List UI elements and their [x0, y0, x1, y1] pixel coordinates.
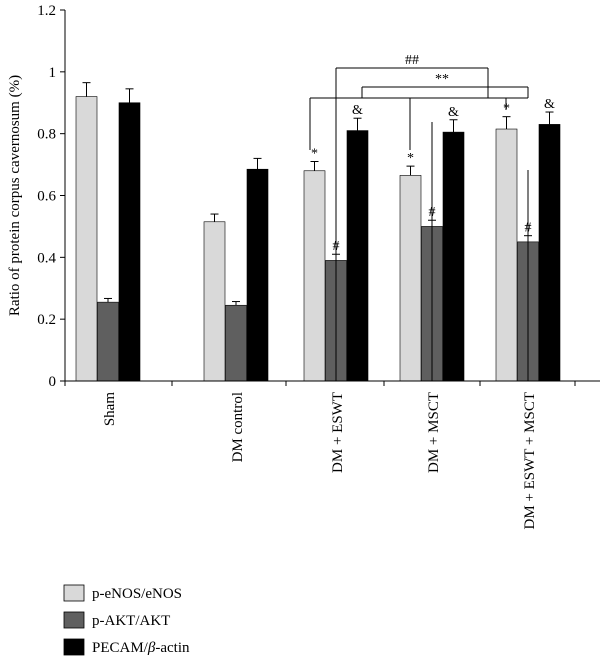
legend-label: PECAM/β-actin — [92, 640, 190, 656]
category-label: DM + MSCT — [426, 392, 442, 473]
significance-marker: & — [448, 105, 459, 120]
bar — [399, 175, 422, 382]
legend-swatch — [63, 584, 85, 602]
bar — [538, 124, 561, 382]
category-label: DM + ESWT — [330, 392, 346, 473]
bar — [246, 168, 269, 382]
bar — [303, 170, 326, 382]
bar — [442, 131, 465, 382]
y-tick-label: 0.2 — [37, 312, 56, 328]
bar — [225, 304, 247, 382]
y-tick-label: 0.8 — [37, 127, 56, 143]
legend-swatch — [63, 611, 85, 629]
y-axis-label: Ratio of protein corpus cavernosum (%) — [7, 75, 23, 316]
category-label: DM control — [230, 392, 246, 462]
comparison-label: ** — [435, 72, 449, 87]
bar — [346, 130, 369, 382]
bar — [75, 96, 98, 382]
legend: p-eNOS/eNOS p-AKT/AKT PECAM/β-actin — [63, 584, 190, 656]
bars-layer — [75, 96, 561, 382]
significance-marker: * — [407, 151, 414, 166]
y-tick-label: 0.4 — [37, 250, 56, 266]
axes-layer: 0 0.2 0.4 0.6 0.8 1 1.2 Sham DM control DM + ESWT… — [7, 3, 600, 530]
bar — [118, 102, 141, 382]
significance-marker: * — [311, 146, 318, 161]
category-label: Sham — [102, 392, 118, 427]
significance-marker: & — [544, 97, 555, 112]
legend-label-part: PECAM/ — [92, 640, 149, 656]
y-tick-label: 1 — [49, 65, 57, 81]
legend-swatch — [63, 638, 85, 656]
y-tick-label: 0 — [49, 374, 57, 390]
category-label: DM + ESWT + MSCT — [522, 392, 538, 530]
comparison-label: ## — [405, 53, 419, 68]
y-tick-label: 0.6 — [37, 189, 56, 205]
legend-label: p-eNOS/eNOS — [92, 586, 182, 602]
legend-label-part: -actin — [155, 640, 190, 656]
bar — [203, 221, 226, 382]
comparison-brackets-layer: ##** — [309, 53, 529, 381]
y-tick-label: 1.2 — [37, 3, 56, 19]
significance-marker: & — [352, 103, 363, 118]
legend-label: p-AKT/AKT — [92, 613, 170, 629]
bar — [97, 301, 119, 382]
legend-label-symbol: β — [147, 640, 156, 656]
bar — [495, 128, 518, 382]
